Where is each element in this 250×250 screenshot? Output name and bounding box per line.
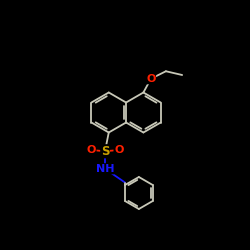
Text: O: O <box>86 145 96 155</box>
Text: S: S <box>101 145 109 158</box>
Text: NH: NH <box>96 164 114 174</box>
Text: O: O <box>146 74 156 84</box>
Text: O: O <box>114 145 124 155</box>
